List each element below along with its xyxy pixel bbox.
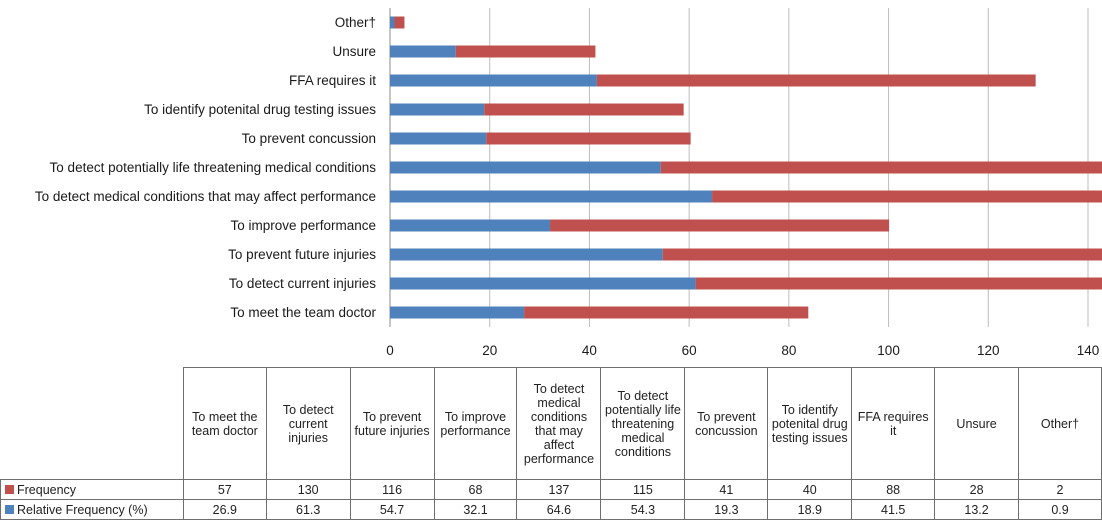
x-tick-label: 40 [582, 343, 597, 358]
row-label-text: Frequency [17, 482, 77, 497]
table-header-cell: To identify potenital drug testing issue… [767, 367, 853, 480]
table-header-cell: Unsure [934, 367, 1020, 480]
table-cell: 130 [265, 479, 351, 500]
category-label: To meet the team doctor [230, 305, 376, 320]
x-tick-label: 0 [386, 343, 394, 358]
bar-frequency [695, 277, 1102, 290]
bar-relative-frequency [390, 16, 395, 29]
table-corner [0, 367, 184, 480]
x-tick-label: 20 [482, 343, 497, 358]
category-label: To detect current injuries [229, 276, 376, 291]
table-cell: 26.9 [182, 499, 267, 520]
table-cell: 115 [600, 479, 686, 500]
bar-frequency [484, 103, 684, 116]
table-header-cell: To meet the team doctor [182, 367, 267, 480]
bar-relative-frequency [390, 248, 663, 261]
row-label-text: Relative Frequency (%) [17, 502, 148, 517]
data-table: To meet the team doctor To detect current… [0, 367, 1102, 520]
table-row-label: Relative Frequency (%) [0, 499, 184, 520]
table-cell: 54.3 [600, 499, 686, 520]
table-cell: 18.9 [767, 499, 853, 520]
legend-swatch [5, 484, 14, 494]
table-cell: 68 [433, 479, 518, 500]
table-cell: 61.3 [265, 499, 351, 520]
bar-frequency [455, 45, 596, 58]
bar-frequency [550, 219, 890, 232]
bar-relative-frequency [390, 190, 713, 203]
bar-frequency [712, 190, 1102, 203]
table-cell: 13.2 [934, 499, 1020, 520]
bar-relative-frequency [390, 74, 597, 87]
category-label: To detect medical conditions that may af… [35, 189, 376, 204]
bar-frequency [524, 306, 809, 319]
bar-relative-frequency [390, 132, 487, 145]
bar-relative-frequency [390, 306, 525, 319]
table-header-cell: To improve performance [433, 367, 518, 480]
table-cell: 57 [182, 479, 267, 500]
table-cell: 40 [767, 479, 853, 500]
x-tick-label: 60 [682, 343, 697, 358]
x-tick-labels: 0 20 40 60 80 100 120 140 [386, 343, 1099, 358]
table-cell: 116 [349, 479, 435, 500]
table-cell: 0.9 [1018, 499, 1102, 520]
table-cell: 32.1 [433, 499, 518, 520]
category-label: To prevent future injuries [228, 247, 376, 262]
table-header-row: To meet the team doctor To detect current… [0, 367, 1102, 480]
table-header-cell: To detect current injuries [265, 367, 351, 480]
bar-frequency [486, 132, 691, 145]
bar-relative-frequency [390, 161, 661, 174]
bar-relative-frequency [390, 103, 485, 116]
table-cell: 137 [516, 479, 602, 500]
category-label: To improve performance [230, 218, 376, 233]
category-label: Unsure [332, 44, 376, 59]
category-label: To identify potenital drug testing issue… [144, 102, 376, 117]
x-tick-label: 100 [877, 343, 900, 358]
bar-frequency [394, 16, 405, 29]
table-cell: 41.5 [851, 499, 936, 520]
table-header-cell: To detect medical conditions that may af… [516, 367, 602, 480]
category-label: To prevent concussion [242, 131, 376, 146]
bar-relative-frequency [390, 277, 696, 290]
table-cell: 64.6 [516, 499, 602, 520]
table-header-cell: To detect potentially life threatening m… [600, 367, 686, 480]
bar-frequency [662, 248, 1102, 261]
bar-relative-frequency [390, 45, 456, 58]
legend-swatch [5, 504, 14, 514]
table-cell: 28 [934, 479, 1020, 500]
bar-relative-frequency [390, 219, 551, 232]
category-label: To detect potentially life threatening m… [50, 160, 377, 175]
table-cell: 54.7 [349, 499, 435, 520]
table-cell: 41 [684, 479, 769, 500]
table-header-cell: FFA requires it [851, 367, 936, 480]
bar-frequency [660, 161, 1102, 174]
x-tick-label: 80 [781, 343, 796, 358]
bar-frequency [596, 74, 1036, 87]
table-row: Frequency 57 130 116 68 137 115 41 40 88 28 2 [0, 479, 1102, 500]
table-row: Relative Frequency (%) 26.9 61.3 54.7 32.1 64… [0, 499, 1102, 520]
x-tick-label: 120 [977, 343, 1000, 358]
table-header-cell: Other† [1018, 367, 1102, 480]
bars [390, 16, 1102, 319]
category-labels: To meet the team doctor To detect current… [35, 15, 377, 320]
stacked-bar-chart: To meet the team doctor To detect current… [35, 8, 1102, 358]
category-label: FFA requires it [289, 73, 376, 88]
table-row-label: Frequency [0, 479, 184, 500]
table-cell: 2 [1018, 479, 1102, 500]
table-cell: 88 [851, 479, 936, 500]
category-label: Other† [335, 15, 376, 30]
table-header-cell: To prevent concussion [684, 367, 769, 480]
x-tick-label: 140 [1077, 343, 1100, 358]
table-header-cell: To prevent future injuries [349, 367, 435, 480]
table-cell: 19.3 [684, 499, 769, 520]
